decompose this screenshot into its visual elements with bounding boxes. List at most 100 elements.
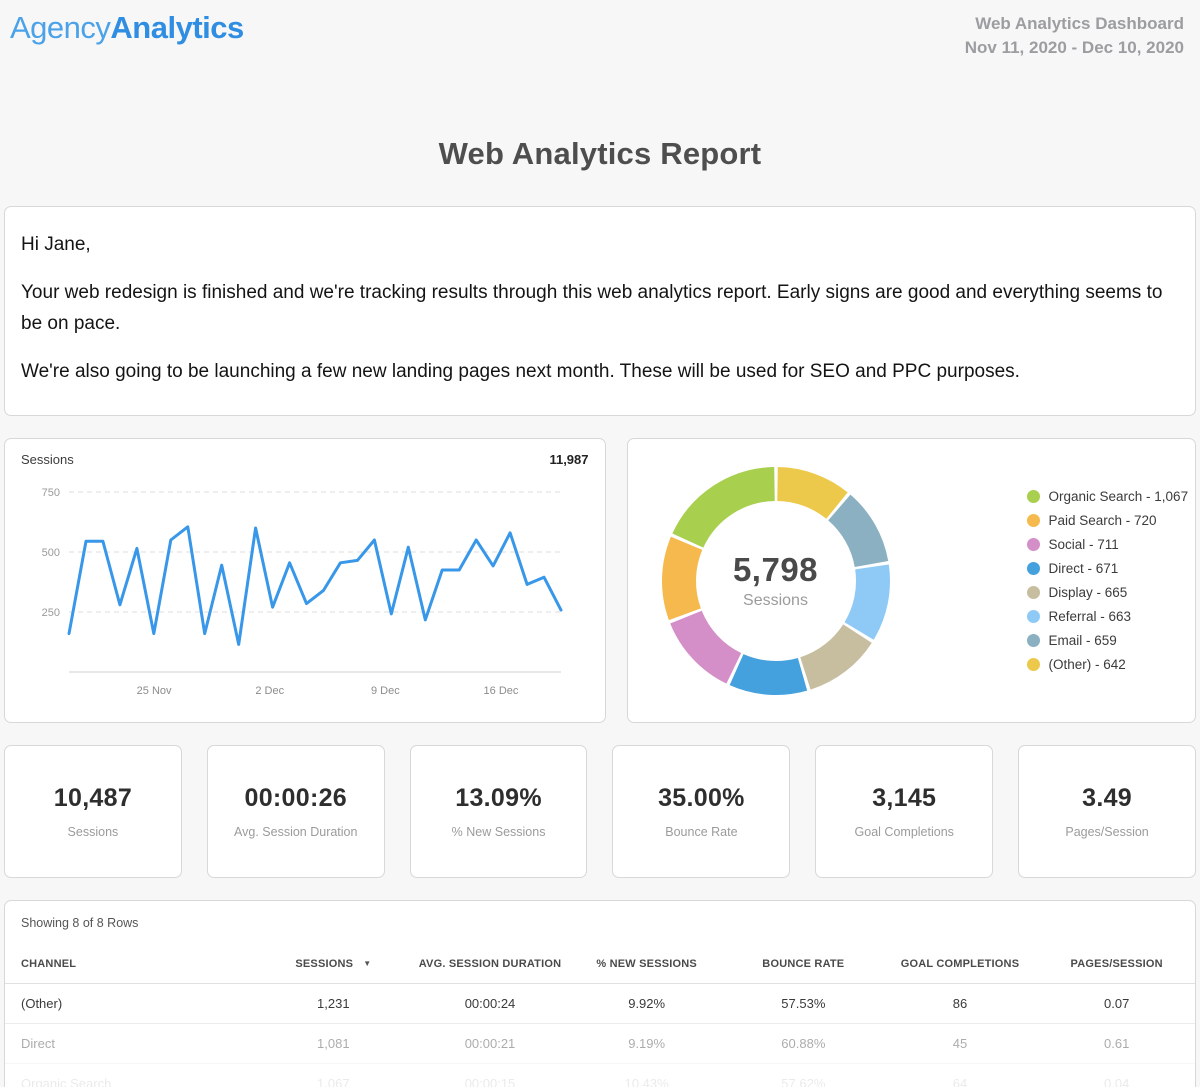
column-header-goal-completions[interactable]: GOAL COMPLETIONS bbox=[900, 958, 1020, 971]
channel-cell: Direct bbox=[21, 1035, 55, 1051]
x-axis-tick: 9 Dec bbox=[371, 685, 400, 697]
legend-color-dot bbox=[1026, 489, 1040, 503]
column-header-pages-session[interactable]: PAGES/SESSION bbox=[1070, 958, 1163, 971]
date-range: Nov 11, 2020 - Dec 10, 2020 bbox=[964, 37, 1184, 57]
x-axis-tick: 16 Dec bbox=[484, 685, 519, 697]
column-header-sessions[interactable]: SESSIONS ▼ bbox=[295, 958, 372, 971]
legend-item: Paid Search - 720 bbox=[1026, 508, 1189, 532]
table-row-count: Showing 8 of 8 Rows bbox=[21, 915, 139, 930]
message-paragraph: We're also going to be launching a few n… bbox=[21, 360, 1020, 382]
value-cell: 57.62% bbox=[781, 1076, 826, 1087]
donut-segment-social bbox=[669, 610, 742, 684]
logo-analytics: Analytics bbox=[110, 10, 244, 45]
value-cell: 1,067 bbox=[317, 1076, 350, 1087]
donut-svg bbox=[661, 466, 890, 695]
sessions-line-chart: 250 500 750 25 Nov 2 Dec 9 Dec 16 Dec bbox=[21, 467, 589, 717]
dashboard-title: Web Analytics Dashboard bbox=[975, 14, 1184, 33]
page-header: AgencyAnalytics Web Analytics Dashboard … bbox=[0, 0, 1200, 57]
legend-label: Email - 659 bbox=[1048, 632, 1117, 648]
kpi-card-bounce-rate: 35.00% Bounce Rate bbox=[612, 744, 791, 878]
donut-legend: Organic Search - 1,067 Paid Search - 720 S… bbox=[1026, 484, 1189, 676]
kpi-value: 10,487 bbox=[53, 783, 133, 812]
legend-item: Display - 665 bbox=[1026, 580, 1189, 604]
kpi-value: 3.49 bbox=[1082, 783, 1132, 812]
legend-label: Direct - 671 bbox=[1048, 560, 1119, 576]
kpi-value: 13.09% bbox=[455, 783, 542, 812]
channel-cell: Organic Search bbox=[21, 1076, 112, 1087]
charts-row: Sessions 11,987 250 500 750 25 Nov 2 Dec 9 De… bbox=[4, 437, 1196, 723]
y-axis-tick: 500 bbox=[42, 547, 60, 559]
value-cell: 57.53% bbox=[781, 995, 826, 1011]
value-cell: 00:00:15 bbox=[464, 1076, 516, 1087]
x-axis-tick: 25 Nov bbox=[137, 685, 172, 697]
legend-item: Direct - 671 bbox=[1026, 556, 1189, 580]
kpi-label: Sessions bbox=[67, 824, 119, 839]
kpi-card-pages-session: 3.49 Pages/Session bbox=[1018, 744, 1196, 878]
donut-segment-email bbox=[827, 494, 888, 568]
donut-segment-referral bbox=[843, 564, 890, 640]
donut-ring bbox=[660, 465, 892, 702]
value-cell: 10.43% bbox=[624, 1076, 669, 1087]
legend-color-dot bbox=[1026, 537, 1040, 551]
legend-item: Social - 711 bbox=[1026, 532, 1189, 556]
donut-segment-other bbox=[776, 466, 848, 520]
legend-label: Display - 665 bbox=[1048, 584, 1128, 600]
value-cell: 9.92% bbox=[628, 995, 666, 1011]
kpi-card-goal-completions: 3,145 Goal Completions bbox=[815, 744, 994, 878]
legend-label: Social - 711 bbox=[1048, 536, 1119, 552]
channel-cell: (Other) bbox=[21, 995, 63, 1011]
column-header-bounce-rate[interactable]: BOUNCE RATE bbox=[762, 958, 845, 971]
logo-agency: Agency bbox=[10, 10, 111, 45]
x-axis-tick: 2 Dec bbox=[255, 685, 284, 697]
donut-segment-paid-search bbox=[661, 536, 703, 620]
channels-donut-card: 5,798 Sessions Organic Search - 1,067 Pai… bbox=[626, 437, 1196, 723]
donut-segment-display bbox=[799, 623, 872, 690]
sessions-donut-chart: 5,798 Sessions bbox=[660, 465, 892, 697]
kpi-value: 3,145 bbox=[872, 783, 937, 812]
value-cell: 60.88% bbox=[781, 1035, 826, 1051]
line-chart-total: 11,987 bbox=[549, 451, 589, 467]
table-row: Organic Search 1,067 00:00:15 10.43% 57.62% 6… bbox=[5, 1064, 1195, 1087]
legend-color-dot bbox=[1026, 561, 1040, 575]
legend-label: (Other) - 642 bbox=[1048, 656, 1126, 672]
legend-color-dot bbox=[1026, 633, 1040, 647]
kpi-label: % New Sessions bbox=[451, 824, 546, 839]
kpi-label: Pages/Session bbox=[1065, 824, 1149, 839]
value-cell: 0.61 bbox=[1104, 1035, 1130, 1051]
value-cell: 00:00:21 bbox=[464, 1035, 516, 1051]
line-chart-svg: 250 500 750 25 Nov 2 Dec 9 Dec 16 Dec bbox=[42, 487, 563, 697]
value-cell: 00:00:24 bbox=[464, 995, 516, 1011]
kpi-label: Bounce Rate bbox=[665, 824, 738, 839]
channels-table: CHANNEL SESSIONS ▼ AVG. SESSION DURATION % N… bbox=[5, 946, 1195, 1087]
column-header-channel[interactable]: CHANNEL bbox=[21, 958, 77, 971]
y-axis-tick: 750 bbox=[42, 487, 60, 499]
kpi-row: 10,487 Sessions 00:00:26 Avg. Session Durat… bbox=[4, 744, 1196, 878]
kpi-value: 35.00% bbox=[658, 783, 745, 812]
legend-label: Organic Search - 1,067 bbox=[1048, 488, 1189, 504]
column-header-new-sessions[interactable]: % NEW SESSIONS bbox=[596, 958, 697, 971]
donut-segment-direct bbox=[729, 653, 807, 695]
value-cell: 45 bbox=[952, 1035, 968, 1051]
value-cell: 1,231 bbox=[317, 995, 350, 1011]
y-axis-tick: 250 bbox=[42, 607, 60, 619]
line-chart-title: Sessions bbox=[21, 451, 74, 467]
value-cell: 0.07 bbox=[1104, 995, 1130, 1011]
value-cell: 0.04 bbox=[1104, 1076, 1130, 1087]
legend-item: Referral - 663 bbox=[1026, 604, 1189, 628]
legend-label: Paid Search - 720 bbox=[1048, 512, 1157, 528]
kpi-value: 00:00:26 bbox=[244, 783, 347, 812]
table-row: Direct 1,081 00:00:21 9.19% 60.88% 45 0.61 bbox=[5, 1024, 1195, 1064]
sessions-line-series bbox=[67, 525, 563, 646]
kpi-label: Goal Completions bbox=[854, 824, 954, 839]
kpi-card-avg-session-duration: 00:00:26 Avg. Session Duration bbox=[206, 744, 385, 878]
legend-label: Referral - 663 bbox=[1048, 608, 1132, 624]
agency-analytics-logo: AgencyAnalytics bbox=[10, 10, 244, 46]
sessions-line-chart-card: Sessions 11,987 250 500 750 25 Nov 2 Dec 9 De… bbox=[4, 437, 606, 723]
column-header-avg-session-duration[interactable]: AVG. SESSION DURATION bbox=[418, 958, 562, 971]
legend-item: Email - 659 bbox=[1026, 628, 1189, 652]
kpi-card-new-sessions: 13.09% % New Sessions bbox=[409, 744, 588, 878]
sort-descending-icon[interactable]: ▼ bbox=[363, 959, 372, 969]
value-cell: 9.19% bbox=[628, 1035, 666, 1051]
legend-color-dot bbox=[1026, 657, 1040, 671]
message-paragraph: Your web redesign is finished and we're … bbox=[21, 281, 1163, 334]
